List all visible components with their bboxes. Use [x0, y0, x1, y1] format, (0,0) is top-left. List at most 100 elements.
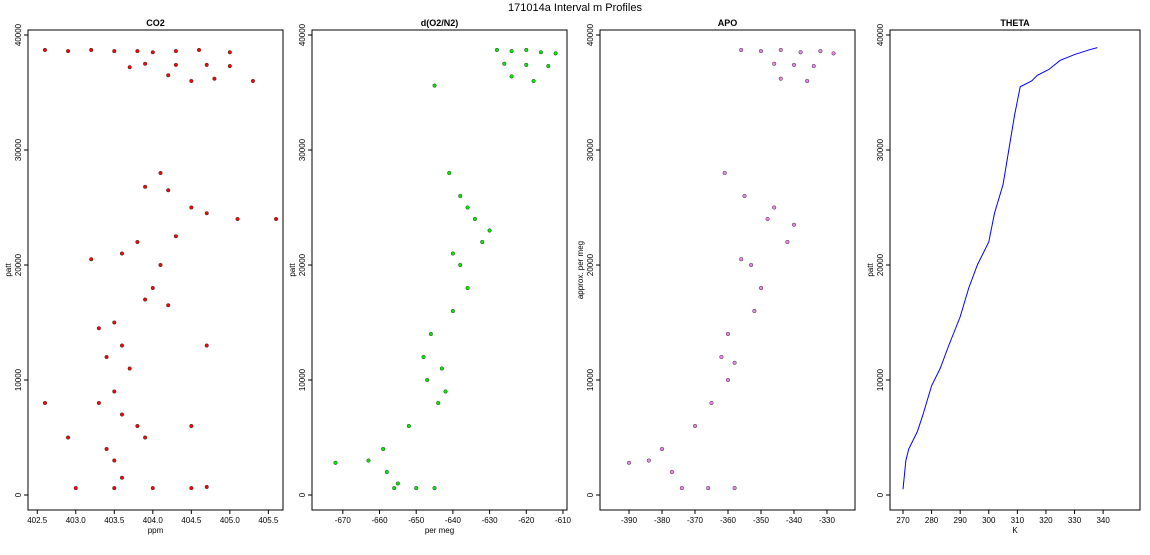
- x-tick-label: -630: [482, 516, 499, 525]
- x-tick-label: 403.0: [66, 516, 87, 525]
- point: [439, 366, 444, 371]
- point: [791, 222, 797, 227]
- point: [785, 239, 790, 245]
- point: [104, 354, 109, 360]
- point: [173, 49, 178, 54]
- point: [42, 47, 47, 53]
- point: [553, 51, 558, 56]
- point: [428, 331, 433, 337]
- y-tick-label: 30000: [586, 138, 595, 161]
- point: [465, 205, 470, 210]
- point: [381, 446, 386, 452]
- y-tick-label: 40000: [586, 23, 595, 46]
- x-tick-label: -390: [621, 516, 638, 525]
- point: [150, 486, 155, 491]
- point: [173, 62, 178, 67]
- point: [384, 469, 389, 475]
- x-tick-label: -610: [555, 516, 572, 525]
- point: [480, 239, 485, 245]
- point: [447, 170, 452, 176]
- point: [127, 65, 132, 70]
- point: [189, 205, 194, 210]
- point: [204, 484, 209, 490]
- point: [425, 377, 430, 383]
- point: [732, 360, 737, 365]
- point: [722, 170, 727, 176]
- point: [494, 47, 499, 53]
- point: [395, 481, 400, 486]
- x-tick-label: -660: [372, 516, 389, 525]
- point: [104, 446, 109, 452]
- point: [143, 297, 148, 302]
- point: [119, 412, 125, 417]
- y-tick-label: 0: [298, 492, 307, 497]
- y-axis-label: approx. per meg: [576, 241, 585, 299]
- x-tick-label: -360: [720, 516, 737, 525]
- point: [227, 64, 232, 69]
- y-axis-label: patt: [288, 263, 297, 277]
- point: [204, 211, 209, 216]
- point: [811, 64, 816, 69]
- x-tick-label: 340: [1096, 516, 1110, 525]
- point: [531, 78, 536, 84]
- x-tick-label: -370: [687, 516, 704, 525]
- y-tick-label: 10000: [876, 368, 885, 391]
- point: [739, 47, 744, 53]
- y-tick-label: 30000: [876, 138, 885, 161]
- y-tick-label: 20000: [586, 253, 595, 276]
- point: [119, 251, 125, 256]
- point: [432, 486, 437, 491]
- point: [143, 184, 148, 189]
- point: [465, 285, 470, 291]
- point: [709, 400, 714, 406]
- point: [406, 423, 411, 429]
- point: [119, 343, 125, 348]
- point: [725, 377, 731, 383]
- panel-title: APO: [718, 18, 738, 28]
- x-tick-label: 290: [954, 516, 968, 525]
- point: [366, 458, 371, 463]
- x-tick-label: -650: [408, 516, 425, 525]
- point: [436, 400, 441, 406]
- point: [150, 50, 155, 55]
- y-axis-label: patt: [866, 263, 875, 277]
- x-tick-label: 330: [1068, 516, 1082, 525]
- point: [772, 205, 777, 210]
- point: [626, 460, 632, 465]
- x-tick-label: -620: [518, 516, 535, 525]
- point: [818, 49, 823, 54]
- point: [73, 486, 78, 491]
- y-tick-label: 30000: [14, 138, 23, 161]
- point: [458, 193, 463, 199]
- point: [112, 486, 117, 491]
- point: [166, 73, 171, 78]
- point: [646, 458, 651, 463]
- x-tick-label: -640: [445, 516, 462, 525]
- point: [112, 389, 117, 394]
- point: [235, 216, 240, 222]
- y-tick-label: 20000: [14, 253, 23, 276]
- y-tick-label: 40000: [14, 23, 23, 46]
- point: [89, 257, 94, 262]
- point: [227, 50, 232, 55]
- plot-frame: [889, 29, 1141, 511]
- point: [250, 78, 256, 84]
- point: [158, 170, 163, 176]
- point: [112, 49, 117, 54]
- plot-frame: [599, 29, 856, 511]
- point: [119, 475, 125, 480]
- point: [42, 400, 47, 406]
- x-tick-label: 405.5: [258, 516, 279, 525]
- point: [135, 423, 140, 429]
- point: [421, 354, 426, 360]
- y-tick-label: 20000: [876, 253, 885, 276]
- point: [89, 47, 94, 53]
- x-tick-label: 404.5: [181, 516, 202, 525]
- x-tick-label: 270: [896, 516, 910, 525]
- y-tick-label: 40000: [876, 23, 885, 46]
- point: [150, 285, 155, 291]
- point: [742, 193, 747, 199]
- y-tick-label: 0: [876, 492, 885, 497]
- x-tick-label: 300: [982, 516, 996, 525]
